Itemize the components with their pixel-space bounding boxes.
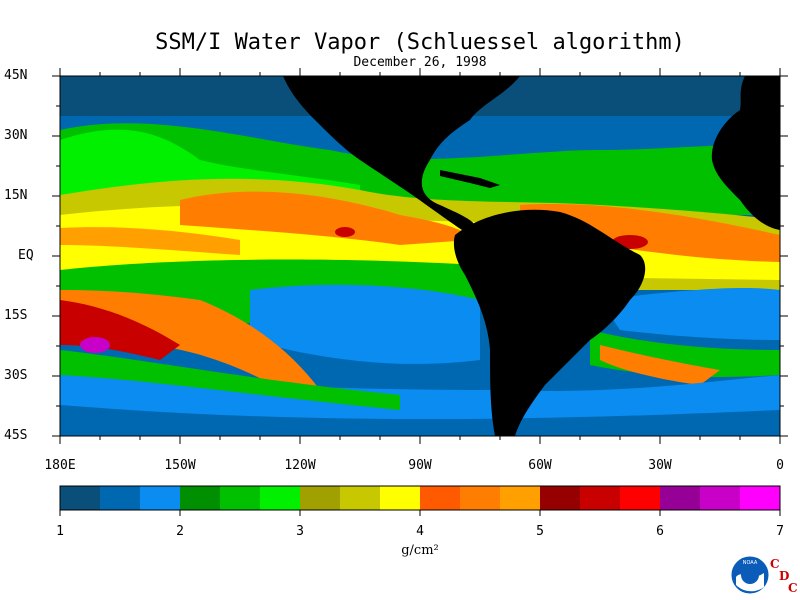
lon-label-180e: 180E bbox=[44, 458, 76, 473]
lat-label-15s: 15S bbox=[4, 308, 28, 323]
ocean-band bbox=[60, 227, 240, 255]
colorbar-swatch bbox=[460, 486, 501, 510]
lon-label-60w: 60W bbox=[528, 458, 552, 473]
ocean-blob bbox=[335, 227, 355, 237]
lon-label-0: 0 bbox=[776, 458, 784, 473]
colorbar-label-2: 2 bbox=[176, 524, 184, 539]
ocean-band bbox=[250, 284, 480, 364]
colorbar-swatch bbox=[540, 486, 581, 510]
colorbar-swatch bbox=[300, 486, 341, 510]
colorbar-swatch bbox=[500, 486, 541, 510]
colorbar-swatch bbox=[380, 486, 421, 510]
colorbar-swatch bbox=[340, 486, 381, 510]
land-africa bbox=[711, 76, 780, 230]
logo-letter-c2: C bbox=[788, 581, 798, 595]
lat-label-eq: EQ bbox=[18, 248, 34, 263]
axis-ticks bbox=[52, 68, 788, 444]
lon-label-90w: 90W bbox=[408, 458, 432, 473]
ocean-band bbox=[60, 405, 780, 436]
colorbar-label-3: 3 bbox=[296, 524, 304, 539]
colorbar-swatch bbox=[140, 486, 181, 510]
ocean-band bbox=[180, 191, 470, 245]
lon-label-30w: 30W bbox=[648, 458, 672, 473]
noaa-logo: NOAA bbox=[730, 555, 770, 595]
lon-label-150w: 150W bbox=[164, 458, 196, 473]
colorbar-label-5: 5 bbox=[536, 524, 544, 539]
colorbar-swatch bbox=[180, 486, 221, 510]
colorbar-swatch bbox=[580, 486, 621, 510]
chart-subtitle: December 26, 1998 bbox=[353, 55, 487, 70]
chart-title: SSM/I Water Vapor (Schluessel algorithm) bbox=[155, 30, 685, 55]
colorbar-swatch bbox=[220, 486, 261, 510]
colorbar-swatch bbox=[420, 486, 461, 510]
colorbar-label-6: 6 bbox=[656, 524, 664, 539]
logo-letter-c1: C bbox=[770, 557, 780, 571]
logo-letter-d: D bbox=[779, 569, 790, 583]
ocean-band bbox=[60, 350, 400, 410]
colorbar-units: g/cm² bbox=[401, 543, 439, 558]
colorbar-swatch bbox=[100, 486, 141, 510]
lat-label-45n: 45N bbox=[4, 68, 28, 83]
colorbar bbox=[59, 485, 781, 516]
colorbar-label-1: 1 bbox=[56, 524, 64, 539]
lat-label-30s: 30S bbox=[4, 368, 28, 383]
lon-label-120w: 120W bbox=[284, 458, 316, 473]
colorbar-swatch bbox=[740, 486, 781, 510]
ocean-band bbox=[600, 288, 780, 340]
colorbar-label-4: 4 bbox=[416, 524, 424, 539]
lat-label-15n: 15N bbox=[4, 188, 28, 203]
colorbar-swatch bbox=[700, 486, 741, 510]
noaa-emblem-text: NOAA bbox=[743, 560, 758, 566]
land-north-america bbox=[283, 76, 520, 230]
map-field bbox=[60, 76, 780, 436]
lat-label-30n: 30N bbox=[4, 128, 28, 143]
land-caribbean bbox=[440, 170, 500, 188]
lat-label-45s: 45S bbox=[4, 428, 28, 443]
ocean-band bbox=[520, 204, 780, 262]
colorbar-swatch bbox=[60, 486, 101, 510]
colorbar-label-7: 7 bbox=[776, 524, 784, 539]
land-south-america bbox=[453, 209, 646, 436]
ocean-band bbox=[600, 345, 720, 385]
colorbar-swatch bbox=[260, 486, 301, 510]
colorbar-swatch bbox=[620, 486, 661, 510]
ocean-blob bbox=[80, 337, 110, 353]
colorbar-swatch bbox=[660, 486, 701, 510]
